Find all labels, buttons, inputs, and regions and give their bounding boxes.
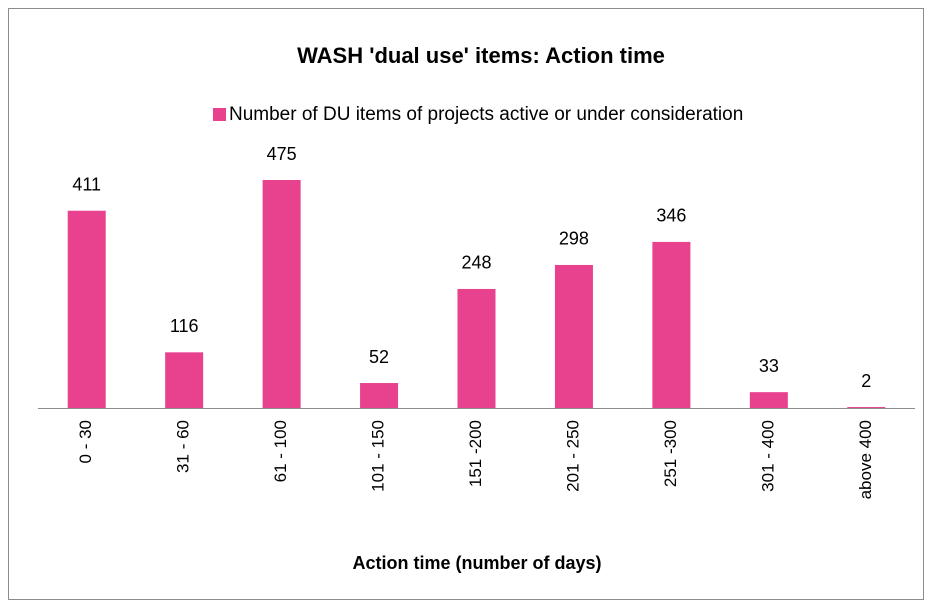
bar: [360, 383, 399, 408]
x-tick-label: 101 - 150: [369, 420, 388, 492]
value-label: 52: [369, 347, 389, 367]
x-tick-label: 151 -200: [466, 420, 485, 487]
value-label: 475: [267, 144, 297, 164]
bar: [457, 288, 496, 408]
legend-swatch: [213, 108, 226, 121]
bar: [652, 241, 691, 408]
x-axis-title: Action time (number of days): [352, 553, 601, 573]
x-tick-label: 251 -300: [661, 420, 680, 487]
x-tick-label: 301 - 400: [758, 420, 777, 492]
chart-title: WASH 'dual use' items: Action time: [297, 43, 665, 68]
bar: [262, 180, 301, 408]
value-label: 346: [656, 206, 686, 226]
x-tick-label: above 400: [856, 420, 875, 499]
x-tick-label: 0 - 30: [76, 420, 95, 463]
value-label: 33: [759, 356, 779, 376]
value-label: 411: [72, 174, 101, 194]
legend-label: Number of DU items of projects active or…: [229, 104, 743, 125]
bar: [165, 352, 204, 408]
bar: [554, 264, 593, 408]
bar: [67, 210, 106, 408]
value-label: 116: [170, 316, 199, 336]
value-label: 248: [461, 253, 491, 273]
x-tick-label: 31 - 60: [174, 420, 193, 473]
x-tick-label: 201 - 250: [563, 420, 582, 492]
x-tick-label: 61 - 100: [271, 420, 290, 482]
bar: [749, 392, 788, 408]
value-label: 2: [861, 371, 871, 391]
value-label: 298: [559, 229, 589, 249]
bar: [847, 407, 886, 408]
